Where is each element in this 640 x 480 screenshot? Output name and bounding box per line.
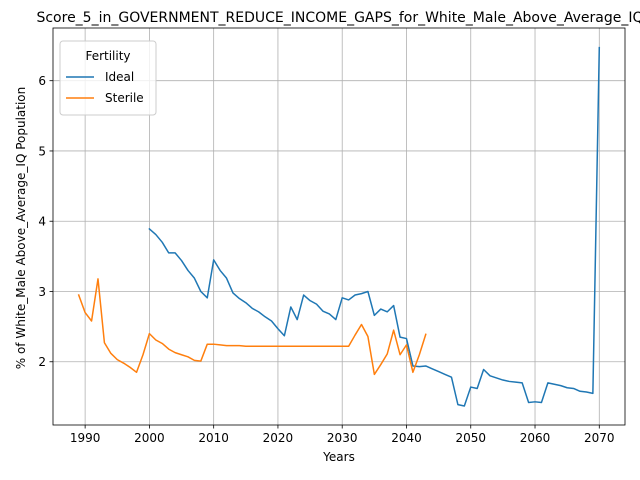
y-axis-ticks: 2 3 4 5 6: [38, 74, 53, 369]
plot-area-frame: [52, 27, 626, 426]
legend-box: [59, 40, 157, 116]
y-tick-label: 6: [38, 74, 46, 88]
series-lines: [77, 46, 601, 407]
grid-lines: [53, 28, 625, 425]
x-tick-label: 2040: [391, 431, 422, 445]
legend-label-ideal: Ideal: [105, 70, 134, 84]
legend-label-sterile: Sterile: [105, 91, 144, 105]
x-tick-label: 2030: [327, 431, 358, 445]
y-tick-label: 4: [38, 215, 46, 229]
x-tick-label: 1990: [70, 431, 101, 445]
x-tick-label: 2070: [584, 431, 615, 445]
x-tick-label: 2020: [263, 431, 294, 445]
y-tick-label: 2: [38, 355, 46, 369]
x-tick-label: 2060: [520, 431, 551, 445]
x-axis-label: Years: [322, 450, 355, 464]
x-tick-label: 2010: [198, 431, 229, 445]
legend-title: Fertility: [85, 49, 130, 63]
y-tick-label: 5: [38, 144, 46, 158]
y-tick-label: 3: [38, 285, 46, 299]
x-tick-label: 2000: [134, 431, 165, 445]
series-line-ideal: [148, 46, 601, 407]
x-axis-ticks: 1990 2000 2010 2020 2030 2040 2050 2060 2070: [70, 425, 615, 445]
series-line-sterile: [77, 278, 427, 376]
chart-title: Score_5_in_GOVERNMENT_REDUCE_INCOME_GAPS…: [36, 10, 640, 26]
y-axis-label: % of White_Male Above_Average_IQ Populat…: [14, 87, 28, 370]
x-tick-label: 2050: [455, 431, 486, 445]
legend: Fertility Ideal Sterile: [59, 40, 157, 116]
